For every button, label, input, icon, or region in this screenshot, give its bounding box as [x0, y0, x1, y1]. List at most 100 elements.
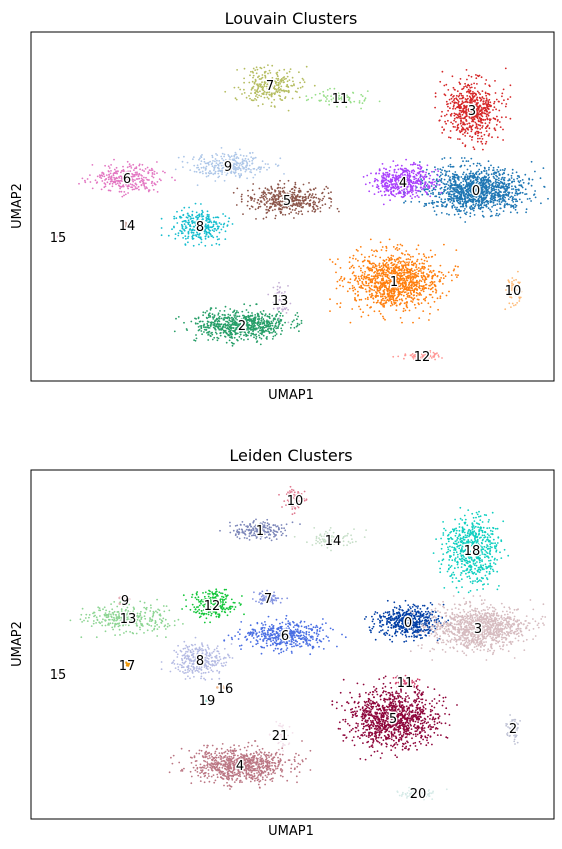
data-point: [290, 211, 292, 214]
data-point: [454, 126, 456, 128]
data-point: [462, 177, 464, 180]
data-point: [482, 181, 485, 184]
data-point: [417, 270, 420, 272]
data-point: [420, 186, 422, 189]
data-point: [302, 199, 305, 202]
data-point: [429, 265, 432, 267]
data-point: [253, 193, 256, 196]
data-point: [465, 106, 468, 109]
data-point: [357, 294, 359, 297]
data-point: [424, 181, 427, 184]
data-point: [441, 169, 443, 172]
data-point: [392, 263, 395, 266]
data-point: [487, 181, 489, 184]
data-point: [415, 271, 417, 274]
data-point: [254, 92, 256, 94]
data-point: [447, 105, 449, 108]
data-point: [353, 286, 356, 289]
data-point: [455, 208, 457, 211]
data-point: [490, 184, 493, 186]
data-point: [229, 336, 231, 339]
data-point: [109, 172, 112, 175]
data-point: [291, 320, 294, 323]
data-point: [397, 192, 400, 195]
data-point: [243, 334, 245, 337]
data-point: [479, 189, 482, 192]
data-point: [435, 182, 438, 185]
data-point: [461, 113, 464, 116]
data-point: [461, 128, 463, 131]
data-point: [476, 127, 479, 130]
data-point: [236, 338, 238, 341]
data-point: [433, 210, 436, 213]
data-point: [303, 202, 305, 205]
data-point: [494, 194, 497, 196]
data-point: [501, 92, 504, 95]
data-point: [484, 118, 487, 121]
data-point: [488, 98, 491, 101]
data-point: [404, 309, 407, 312]
data-point: [296, 205, 299, 207]
data-point: [392, 190, 395, 193]
data-point: [295, 207, 297, 210]
data-point: [205, 328, 208, 331]
data-point: [261, 331, 264, 334]
data-point: [406, 279, 408, 282]
data-point: [451, 122, 454, 125]
data-point: [379, 312, 382, 315]
data-point: [436, 184, 438, 186]
data-point: [481, 126, 483, 129]
data-point: [475, 171, 478, 174]
data-point: [206, 322, 209, 325]
data-point: [374, 274, 377, 276]
data-point: [246, 334, 249, 337]
data-point: [417, 275, 420, 278]
data-point: [451, 165, 454, 168]
data-point: [384, 284, 387, 287]
data-point: [327, 187, 329, 190]
data-point: [398, 248, 401, 250]
data-point: [469, 86, 472, 89]
data-point: [358, 277, 360, 280]
data-point: [487, 202, 490, 205]
data-point: [378, 291, 381, 294]
data-point: [236, 187, 239, 190]
data-point: [383, 259, 386, 262]
data-point: [213, 327, 216, 330]
data-point: [458, 179, 460, 181]
data-point: [279, 88, 282, 91]
data-point: [415, 177, 417, 180]
data-point: [387, 256, 390, 259]
data-point: [391, 303, 394, 306]
data-point: [258, 329, 261, 332]
data-point: [457, 123, 460, 126]
data-point: [251, 328, 254, 331]
data-point: [504, 196, 506, 199]
data-point: [266, 197, 268, 200]
data-point: [255, 333, 257, 336]
data-point: [483, 170, 486, 173]
data-point: [374, 179, 376, 182]
data-point: [486, 186, 489, 189]
data-point: [442, 277, 445, 280]
data-point: [376, 270, 379, 273]
data-point: [420, 272, 423, 274]
data-point: [421, 285, 424, 288]
data-point: [495, 188, 497, 191]
data-point: [465, 190, 468, 193]
data-point: [408, 287, 410, 290]
data-point: [376, 272, 379, 275]
data-point: [410, 300, 412, 302]
data-point: [365, 290, 368, 293]
data-point: [465, 205, 468, 208]
data-point: [388, 238, 391, 241]
data-point: [455, 274, 457, 276]
data-point: [462, 184, 465, 186]
data-point: [379, 281, 381, 283]
data-point: [460, 189, 463, 192]
data-point: [480, 107, 483, 109]
data-point: [171, 176, 173, 179]
data-point: [438, 270, 441, 273]
data-point: [107, 189, 110, 192]
data-point: [248, 81, 251, 84]
